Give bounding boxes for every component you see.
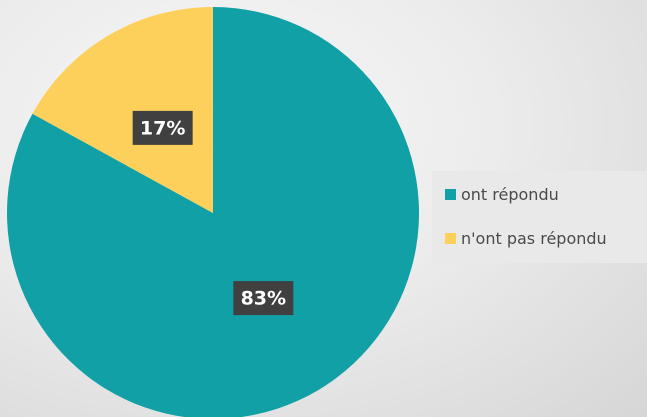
legend-label-n-ont-pas-repondu: n'ont pas répondu: [461, 228, 607, 248]
data-label-0: 83%: [233, 281, 294, 316]
data-label-1: 17%: [132, 110, 193, 145]
pie-slice-1: [32, 7, 214, 213]
data-label-text-1: 17%: [140, 117, 185, 139]
legend-swatch-n-ont-pas-repondu: [445, 233, 456, 244]
legend-label-ont-repondu: ont répondu: [461, 184, 559, 204]
legend-swatch-ont-repondu: [445, 189, 456, 200]
legend-item-n-ont-pas-repondu: n'ont pas répondu: [445, 227, 647, 250]
data-label-bg-1: [132, 110, 193, 145]
data-label-bg-0: [233, 281, 294, 316]
legend-item-ont-repondu: ont répondu: [445, 183, 647, 206]
data-label-text-0: 83%: [241, 288, 286, 310]
chart-legend: ont répondu n'ont pas répondu: [432, 171, 647, 263]
pie-slice-0: [7, 7, 419, 417]
